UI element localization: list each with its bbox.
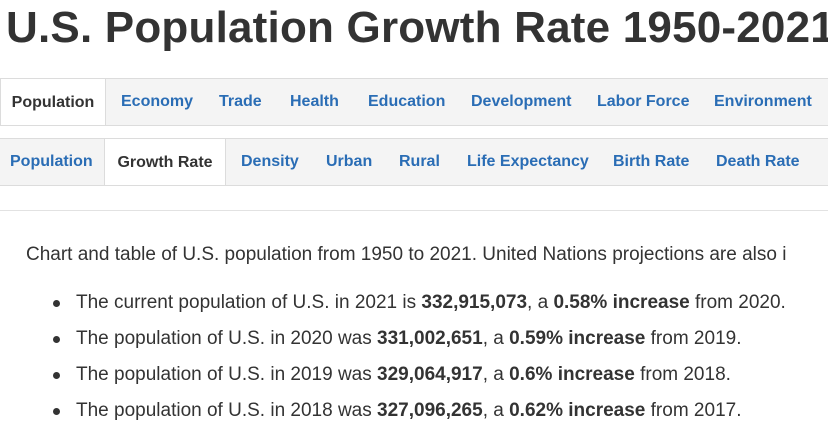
list-item: The population of U.S. in 2020 was 331,0… bbox=[0, 326, 786, 362]
content-divider bbox=[0, 210, 828, 211]
subtab-death-rate[interactable]: Death Rate bbox=[716, 153, 800, 170]
population-value: 331,002,651 bbox=[377, 328, 483, 349]
population-value: 332,915,073 bbox=[421, 292, 528, 313]
list-item: The population of U.S. in 2019 was 329,0… bbox=[0, 362, 786, 398]
tab-environment[interactable]: Environment bbox=[714, 93, 812, 110]
primary-tab-bar: Population Economy Trade Health Educatio… bbox=[0, 78, 828, 126]
subtab-population[interactable]: Population bbox=[10, 153, 93, 170]
list-item: The population of U.S. in 2018 was 327,0… bbox=[0, 398, 786, 432]
intro-text: Chart and table of U.S. population from … bbox=[26, 244, 787, 265]
population-value: 329,064,917 bbox=[377, 364, 483, 385]
growth-change: 0.62% increase bbox=[509, 400, 646, 421]
tab-labor-force[interactable]: Labor Force bbox=[597, 93, 690, 110]
subtab-life-expectancy[interactable]: Life Expectancy bbox=[467, 153, 589, 170]
list-item: The current population of U.S. in 2021 i… bbox=[0, 290, 786, 326]
subtab-urban[interactable]: Urban bbox=[326, 153, 373, 170]
bullet-icon bbox=[53, 372, 60, 379]
tab-trade[interactable]: Trade bbox=[219, 93, 262, 110]
subtab-rural[interactable]: Rural bbox=[399, 153, 440, 170]
bullet-icon bbox=[53, 408, 60, 415]
subtab-growth-rate[interactable]: Growth Rate bbox=[104, 139, 226, 185]
tab-health[interactable]: Health bbox=[290, 93, 339, 110]
subtab-density[interactable]: Density bbox=[241, 153, 299, 170]
subtab-birth-rate[interactable]: Birth Rate bbox=[613, 153, 690, 170]
growth-change: 0.6% increase bbox=[509, 364, 635, 385]
growth-change: 0.59% increase bbox=[509, 328, 646, 349]
tab-education[interactable]: Education bbox=[368, 93, 446, 110]
bullet-icon bbox=[53, 336, 60, 343]
population-value: 327,096,265 bbox=[377, 400, 483, 421]
population-facts-list: The current population of U.S. in 2021 i… bbox=[0, 290, 786, 432]
page-title: U.S. Population Growth Rate 1950-2021 bbox=[6, 3, 828, 52]
growth-change: 0.58% increase bbox=[553, 292, 690, 313]
bullet-icon bbox=[53, 300, 60, 307]
tab-population[interactable]: Population bbox=[0, 79, 106, 125]
secondary-tab-bar: Population Growth Rate Density Urban Rur… bbox=[0, 138, 828, 186]
tab-economy[interactable]: Economy bbox=[121, 93, 194, 110]
tab-development[interactable]: Development bbox=[471, 93, 572, 110]
